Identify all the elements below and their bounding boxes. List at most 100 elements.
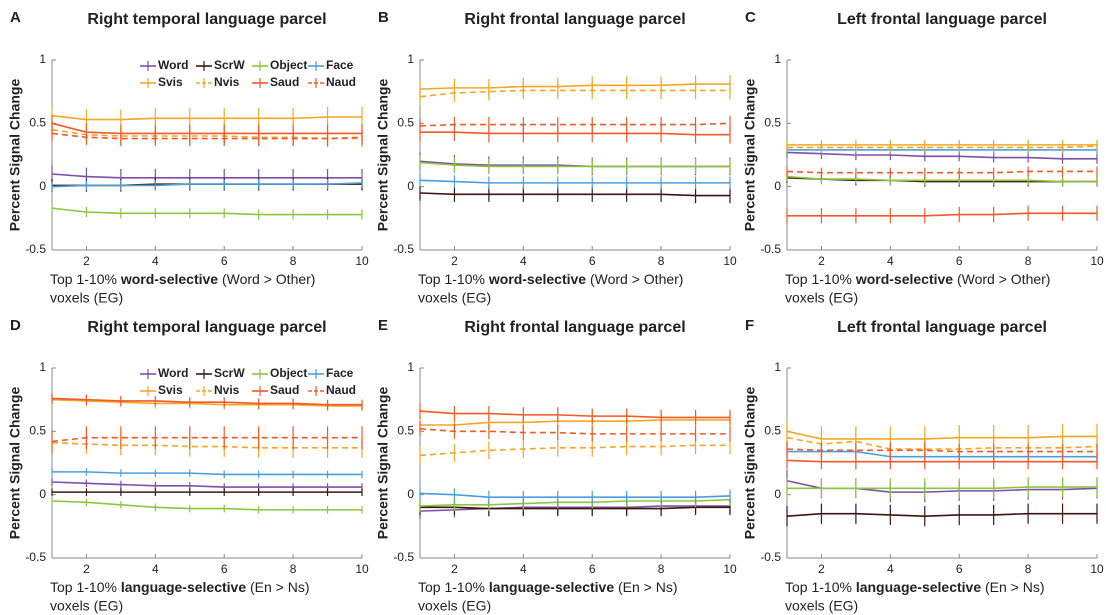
series-line	[419, 122, 731, 127]
y-tick-label: 0.5	[764, 424, 781, 438]
series-line	[52, 471, 362, 476]
y-tick-label: 0.5	[29, 116, 46, 130]
y-tick-label: 0	[39, 179, 46, 193]
series-line	[51, 173, 362, 179]
series-line	[419, 505, 730, 512]
y-tick-label: 0	[774, 179, 781, 193]
x-tick-label: 4	[152, 254, 159, 268]
chart-title: Left frontal language parcel	[837, 11, 1047, 28]
x-axis-label-part: word-selective	[855, 271, 953, 287]
chart-title: Right frontal language parcel	[464, 11, 685, 28]
series-line	[51, 207, 362, 216]
series-line	[51, 114, 362, 121]
panel-label: D	[10, 317, 21, 334]
x-tick-label: 6	[956, 254, 963, 268]
series-line	[787, 212, 1097, 217]
y-axis-label: Percent Signal Change	[742, 79, 758, 232]
series-line	[420, 506, 730, 510]
series-line	[419, 498, 731, 507]
x-tick-label: 6	[589, 254, 596, 268]
series-line	[420, 131, 730, 136]
series-line	[786, 448, 1097, 453]
x-tick-label: 8	[658, 562, 665, 576]
series-line	[51, 132, 363, 140]
series-line	[786, 151, 1097, 160]
x-axis-label-part: language-selective	[856, 579, 981, 595]
y-tick-label: 1	[407, 52, 414, 66]
x-axis-label: voxels (EG)	[785, 598, 858, 614]
x-tick-label: 8	[658, 254, 665, 268]
y-tick-label: 0.5	[397, 424, 414, 438]
x-axis-label-part: (Word > Other)	[218, 271, 315, 287]
series-line	[419, 410, 730, 419]
x-axis-label: voxels (EG)	[785, 290, 858, 306]
y-tick-label: 0.5	[29, 424, 46, 438]
x-axis-label-part: Top 1-10%	[50, 579, 121, 595]
x-tick-label: 6	[956, 562, 963, 576]
x-axis-label-part: (En > Ns)	[614, 579, 677, 595]
x-axis-label-part: language-selective	[489, 579, 614, 595]
series-line	[787, 486, 1097, 490]
x-axis-label: Top 1-10% word-selective (Word > Other)	[418, 271, 683, 287]
chart-title: Left frontal language parcel	[837, 319, 1047, 336]
series-line	[419, 192, 730, 197]
y-axis-label: Percent Signal Change	[742, 387, 758, 540]
y-tick-label: -0.5	[25, 550, 46, 564]
series-line	[51, 481, 362, 488]
x-axis-label: voxels (EG)	[418, 598, 491, 614]
series-line	[419, 179, 730, 184]
series-line	[419, 444, 730, 457]
x-tick-label: 10	[723, 254, 737, 268]
series-line	[786, 459, 1097, 463]
x-axis-label: Top 1-10% word-selective (Word > Other)	[785, 271, 1050, 287]
x-axis-label: Top 1-10% language-selective (En > Ns)	[785, 579, 1045, 595]
x-axis-label-part: Top 1-10%	[50, 271, 121, 287]
series-line	[786, 430, 1097, 440]
x-tick-label: 10	[1090, 562, 1104, 576]
y-tick-label: -0.5	[25, 242, 46, 256]
x-axis-label-part: Top 1-10%	[418, 579, 489, 595]
x-tick-label: 2	[83, 562, 90, 576]
series-line	[786, 170, 1097, 174]
series-line	[51, 398, 362, 407]
x-axis-label-part: Top 1-10%	[785, 579, 856, 595]
x-axis-label-part: (Word > Other)	[586, 271, 683, 287]
legend-label: Object	[270, 366, 307, 380]
x-axis-label: Top 1-10% language-selective (En > Ns)	[50, 579, 310, 595]
y-tick-label: 0.5	[397, 116, 414, 130]
x-axis-label-part: (En > Ns)	[981, 579, 1044, 595]
legend-label: Object	[270, 58, 307, 72]
x-tick-label: 6	[221, 562, 228, 576]
x-tick-label: 4	[887, 254, 894, 268]
series-line	[786, 512, 1097, 518]
x-tick-label: 10	[355, 562, 369, 576]
x-tick-label: 6	[221, 254, 228, 268]
legend-label: Svis	[158, 75, 183, 89]
legend-label: Nvis	[214, 75, 240, 89]
x-axis-label-part: word-selective	[120, 271, 218, 287]
y-axis-label: Percent Signal Change	[7, 387, 23, 540]
legend-label: Nvis	[214, 383, 240, 397]
y-axis-label: Percent Signal Change	[375, 79, 391, 232]
series-line	[419, 492, 731, 498]
x-tick-label: 2	[818, 254, 825, 268]
x-tick-label: 8	[1025, 562, 1032, 576]
series-line	[419, 161, 730, 168]
series-line	[51, 128, 362, 140]
legend-label: Saud	[270, 383, 299, 397]
x-axis-label-part: (Word > Other)	[953, 271, 1050, 287]
series-line	[419, 89, 730, 98]
chart-title: Right temporal language parcel	[87, 11, 326, 28]
panel-label: E	[378, 317, 388, 334]
y-tick-label: 0	[407, 179, 414, 193]
y-tick-label: -0.5	[760, 550, 781, 564]
y-tick-label: 1	[39, 360, 46, 374]
x-tick-label: 4	[152, 562, 159, 576]
series-line	[51, 441, 362, 449]
x-axis-label-part: language-selective	[121, 579, 246, 595]
x-tick-label: 8	[1025, 254, 1032, 268]
y-axis-label: Percent Signal Change	[7, 79, 23, 232]
x-axis-label: Top 1-10% language-selective (En > Ns)	[418, 579, 678, 595]
x-tick-label: 4	[520, 562, 527, 576]
